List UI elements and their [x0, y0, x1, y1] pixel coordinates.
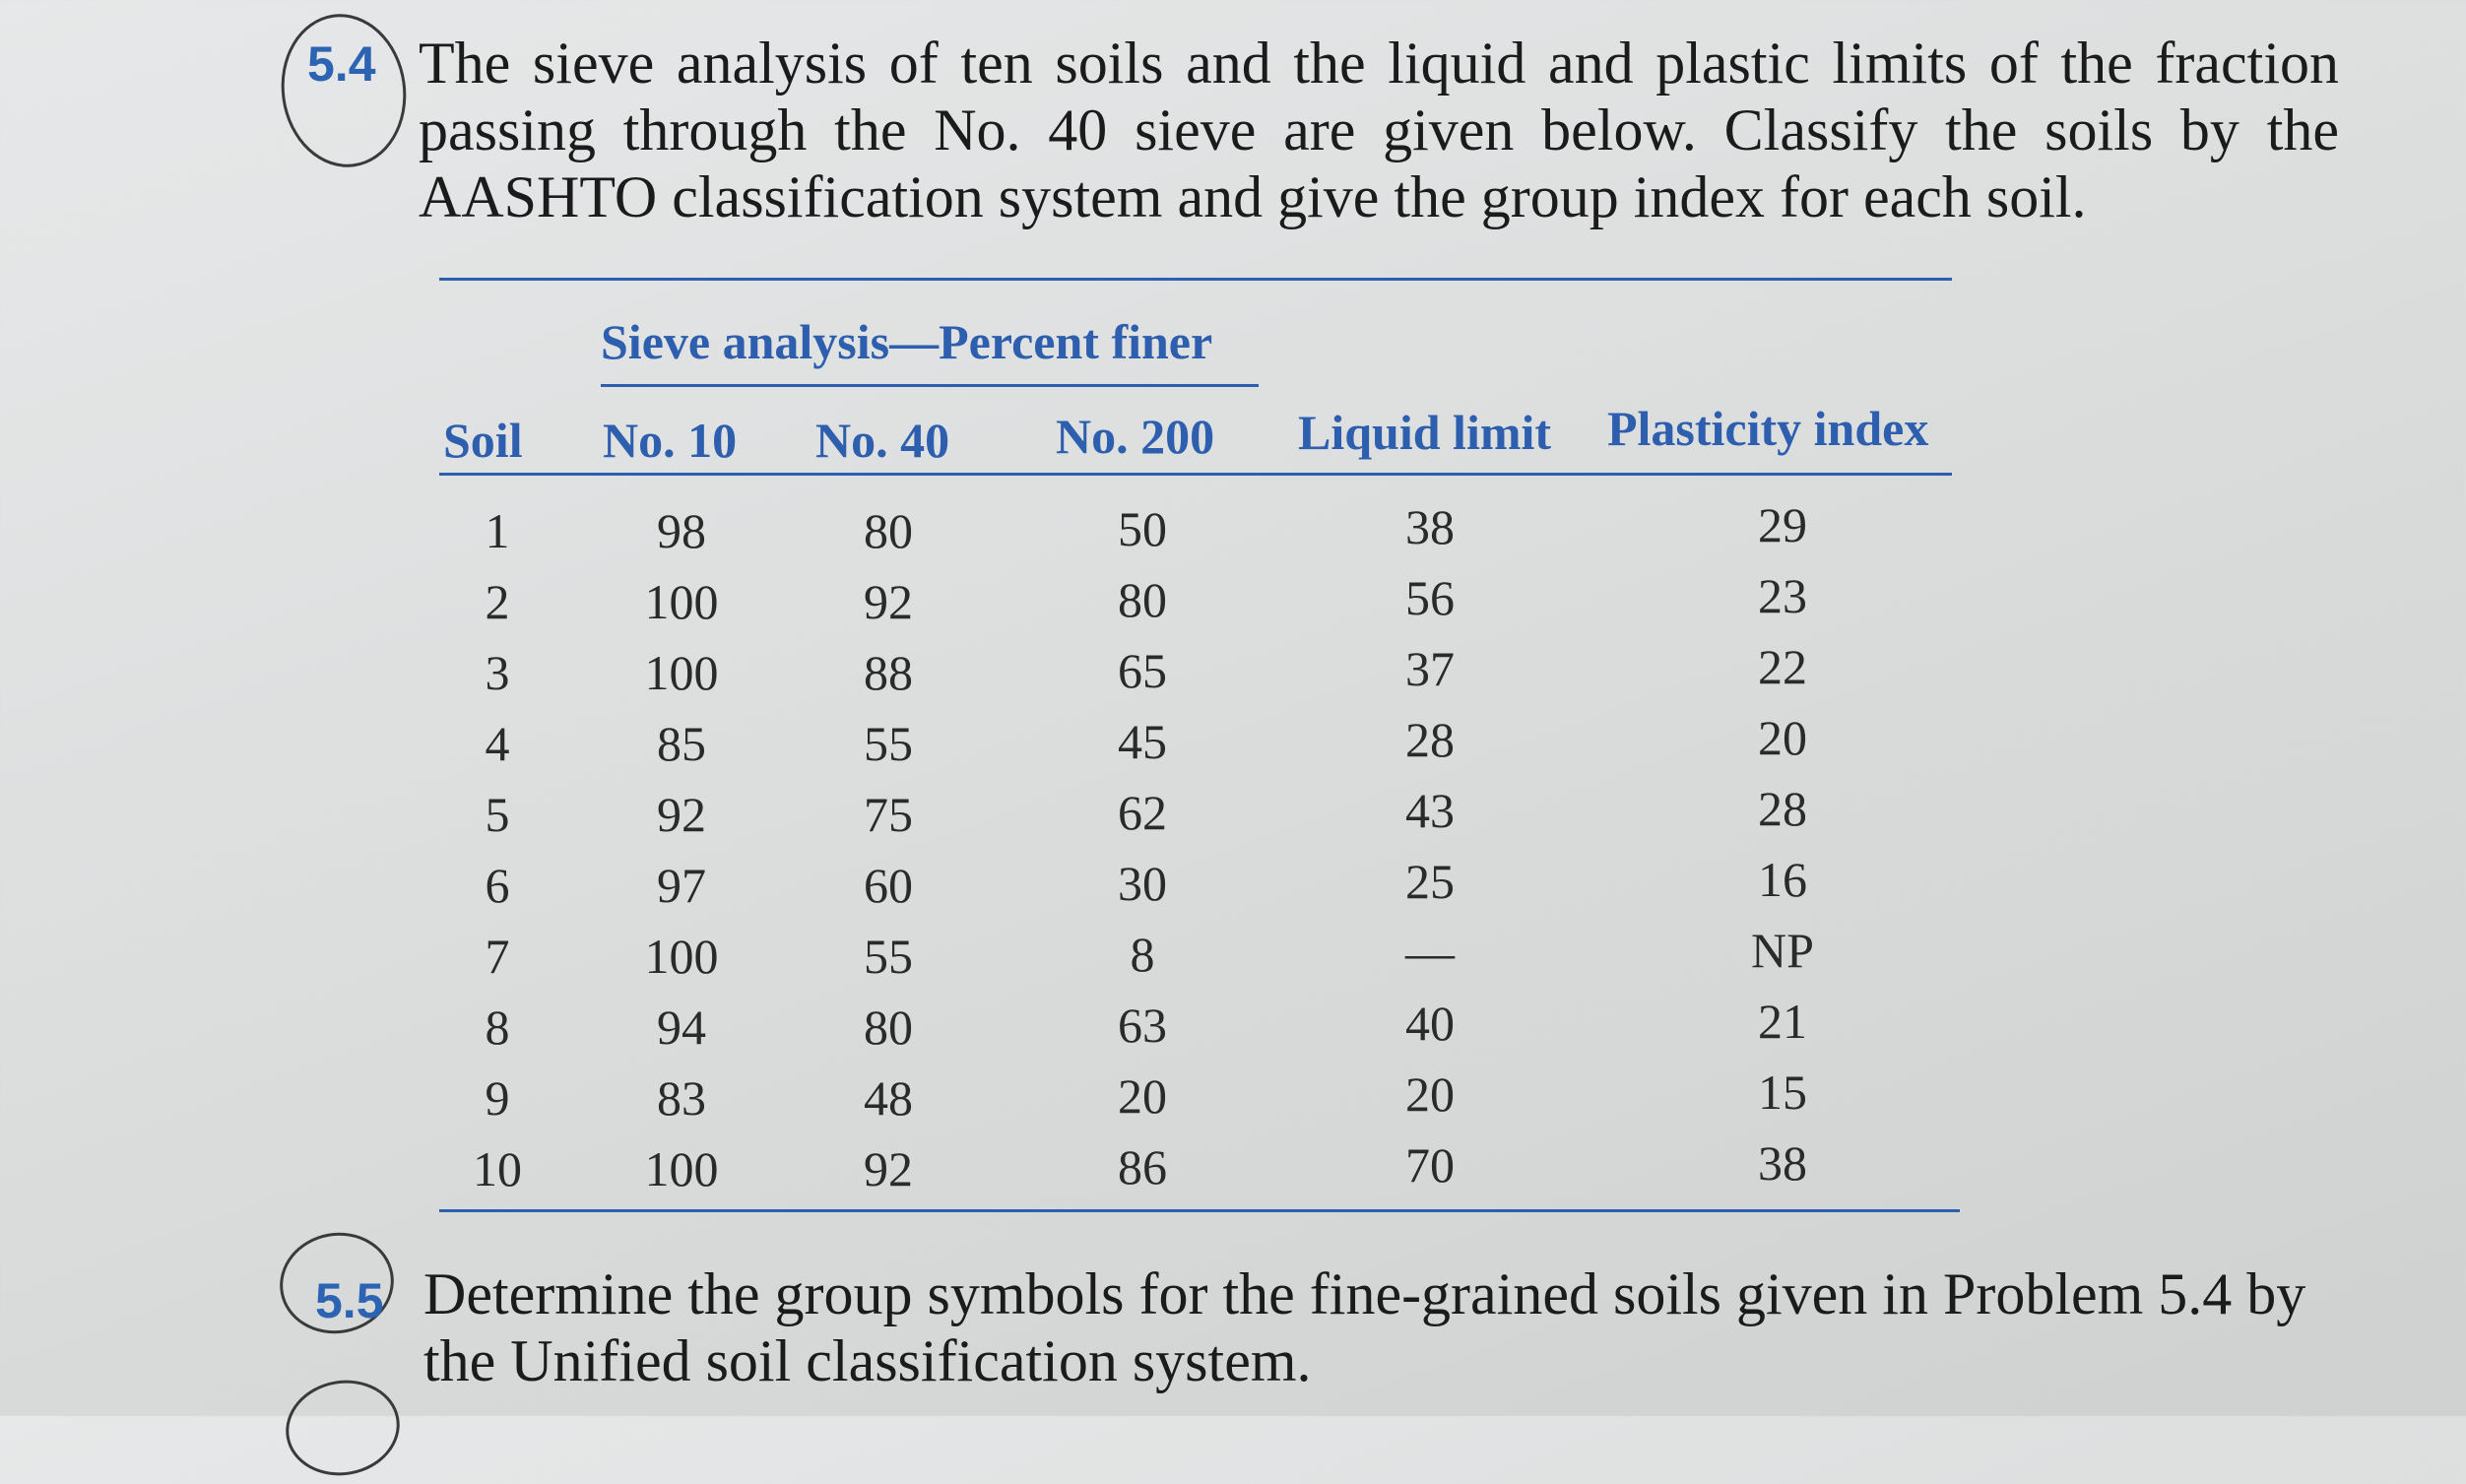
cell-plasticity-index: 38	[1758, 1135, 1807, 1191]
group-header-rule	[601, 384, 1259, 387]
cell-liquid-limit: 56	[1405, 570, 1455, 625]
cell-soil: 4	[485, 716, 510, 771]
cell-plasticity-index: 29	[1758, 497, 1807, 552]
col-header-no40: No. 40	[815, 413, 950, 468]
cell-no200: 86	[1118, 1139, 1167, 1194]
table-bottom-rule	[439, 1209, 1960, 1212]
cell-plasticity-index: NP	[1751, 923, 1814, 978]
col-header-no10: No. 10	[603, 413, 738, 468]
col-header-liquid-limit: Liquid limit	[1298, 405, 1552, 460]
cell-liquid-limit: 43	[1405, 783, 1455, 838]
cell-soil: 5	[485, 787, 510, 842]
cell-no40: 88	[864, 645, 913, 700]
cell-liquid-limit: 38	[1405, 499, 1455, 554]
cell-no200: 62	[1118, 785, 1167, 840]
cell-no200: 63	[1118, 998, 1167, 1053]
cell-no10: 100	[644, 574, 719, 629]
cell-plasticity-index: 21	[1758, 994, 1807, 1049]
next-problem-circle-mark	[278, 1371, 408, 1484]
cell-no10: 92	[657, 787, 706, 842]
cell-no10: 100	[644, 1141, 719, 1196]
table-top-rule	[439, 278, 1952, 281]
cell-no40: 48	[864, 1070, 913, 1126]
cell-no200: 30	[1118, 856, 1167, 911]
cell-soil: 10	[473, 1141, 522, 1196]
col-header-soil: Soil	[443, 413, 523, 468]
cell-no40: 60	[864, 858, 913, 913]
cell-no200: 8	[1130, 927, 1155, 982]
cell-no40: 92	[864, 1141, 913, 1196]
cell-no10: 100	[644, 645, 719, 700]
cell-plasticity-index: 20	[1758, 710, 1807, 765]
cell-liquid-limit: 25	[1405, 854, 1455, 909]
cell-soil: 9	[485, 1070, 510, 1126]
cell-plasticity-index: 23	[1758, 568, 1807, 623]
cell-no10: 85	[657, 716, 706, 771]
cell-soil: 6	[485, 858, 510, 913]
cell-no10: 94	[657, 1000, 706, 1055]
cell-no10: 98	[657, 503, 706, 558]
problem-5-4-text: The sieve analysis of ten soils and the …	[419, 31, 2339, 229]
cell-liquid-limit: 28	[1405, 712, 1455, 767]
cell-no10: 100	[644, 929, 719, 984]
cell-liquid-limit: 40	[1405, 996, 1455, 1051]
cell-no10: 97	[657, 858, 706, 913]
cell-no10: 83	[657, 1070, 706, 1126]
cell-no200: 50	[1118, 501, 1167, 556]
problem-5-5-number: 5.5	[315, 1273, 384, 1328]
cell-liquid-limit: 20	[1405, 1066, 1455, 1122]
col-header-no200: No. 200	[1056, 409, 1215, 464]
cell-plasticity-index: 16	[1758, 852, 1807, 907]
table-header-rule	[439, 473, 1952, 476]
textbook-page: 5.4 The sieve analysis of ten soils and …	[271, 5, 2339, 1484]
col-header-plasticity-index: Plasticity index	[1607, 401, 1929, 456]
cell-plasticity-index: 15	[1758, 1065, 1807, 1120]
cell-liquid-limit: 37	[1405, 641, 1455, 696]
cell-no40: 80	[864, 503, 913, 558]
cell-soil: 3	[485, 645, 510, 700]
cell-no40: 55	[864, 716, 913, 771]
cell-soil: 1	[485, 503, 510, 558]
cell-no200: 80	[1118, 572, 1167, 627]
cell-no200: 65	[1118, 643, 1167, 698]
cell-liquid-limit: 70	[1405, 1137, 1455, 1193]
cell-no40: 75	[864, 787, 913, 842]
cell-soil: 8	[485, 1000, 510, 1055]
cell-no200: 45	[1118, 714, 1167, 769]
cell-soil: 7	[485, 929, 510, 984]
cell-no40: 80	[864, 1000, 913, 1055]
table-group-header: Sieve analysis—Percent finer	[601, 314, 1213, 369]
cell-plasticity-index: 22	[1758, 639, 1807, 694]
cell-liquid-limit: —	[1405, 925, 1455, 980]
cell-no200: 20	[1118, 1068, 1167, 1124]
cell-plasticity-index: 28	[1758, 781, 1807, 836]
problem-5-5-text: Determine the group symbols for the fine…	[423, 1261, 2306, 1393]
problem-5-4-number: 5.4	[307, 36, 376, 92]
cell-no40: 55	[864, 929, 913, 984]
cell-no40: 92	[864, 574, 913, 629]
cell-soil: 2	[485, 574, 510, 629]
